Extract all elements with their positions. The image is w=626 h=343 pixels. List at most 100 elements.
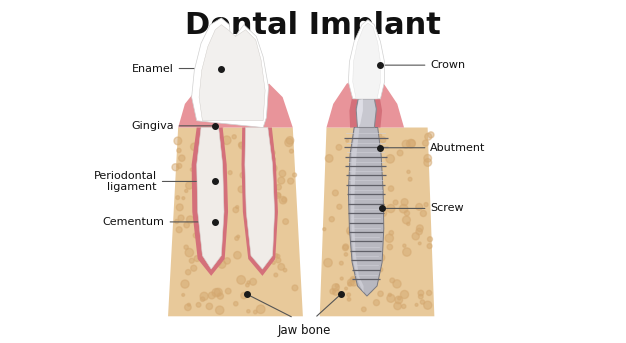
Circle shape <box>228 171 232 175</box>
Circle shape <box>235 236 239 240</box>
Text: Gingiva: Gingiva <box>131 121 174 131</box>
Circle shape <box>206 303 213 309</box>
Circle shape <box>241 292 247 299</box>
Circle shape <box>211 176 218 183</box>
Circle shape <box>202 137 207 142</box>
Circle shape <box>225 288 231 294</box>
Circle shape <box>233 207 239 213</box>
Circle shape <box>217 176 219 179</box>
Polygon shape <box>168 128 303 316</box>
Circle shape <box>246 146 249 150</box>
Circle shape <box>283 219 289 224</box>
Circle shape <box>403 216 411 224</box>
Text: Crown: Crown <box>430 60 466 70</box>
Circle shape <box>385 234 394 243</box>
Polygon shape <box>220 91 247 128</box>
Circle shape <box>248 179 257 188</box>
Circle shape <box>395 296 403 304</box>
Polygon shape <box>327 73 404 128</box>
Circle shape <box>279 170 285 177</box>
Circle shape <box>254 175 259 179</box>
Circle shape <box>200 292 208 300</box>
Polygon shape <box>351 128 364 293</box>
Circle shape <box>182 197 185 200</box>
Circle shape <box>182 294 185 296</box>
Text: Abutment: Abutment <box>430 143 486 153</box>
Circle shape <box>268 193 275 200</box>
Circle shape <box>209 251 216 258</box>
Text: Enamel: Enamel <box>132 63 174 73</box>
Circle shape <box>178 155 185 161</box>
Circle shape <box>393 280 401 288</box>
Polygon shape <box>349 128 384 296</box>
Circle shape <box>279 197 287 204</box>
Circle shape <box>387 244 393 250</box>
Circle shape <box>239 142 244 147</box>
Circle shape <box>237 235 240 238</box>
Circle shape <box>402 304 406 308</box>
Circle shape <box>276 258 281 263</box>
Circle shape <box>359 205 364 210</box>
Polygon shape <box>199 25 265 121</box>
Circle shape <box>177 164 182 168</box>
Circle shape <box>379 134 382 137</box>
Circle shape <box>394 302 401 310</box>
Circle shape <box>278 177 285 184</box>
Circle shape <box>289 149 294 153</box>
Circle shape <box>292 285 298 291</box>
Circle shape <box>345 287 347 290</box>
Circle shape <box>390 278 394 283</box>
Circle shape <box>399 204 408 213</box>
Circle shape <box>239 142 246 149</box>
Circle shape <box>193 175 200 182</box>
Circle shape <box>367 288 372 292</box>
Circle shape <box>277 193 280 197</box>
Circle shape <box>355 189 362 197</box>
Circle shape <box>212 288 220 297</box>
Circle shape <box>393 200 398 205</box>
Circle shape <box>340 277 343 280</box>
Circle shape <box>273 158 275 161</box>
Circle shape <box>237 276 245 284</box>
Circle shape <box>427 244 432 249</box>
Circle shape <box>332 284 339 291</box>
Circle shape <box>262 167 266 172</box>
Circle shape <box>243 142 249 148</box>
Circle shape <box>378 268 382 272</box>
Circle shape <box>388 293 391 296</box>
Circle shape <box>270 151 275 155</box>
Circle shape <box>402 140 410 148</box>
Circle shape <box>373 251 379 258</box>
Circle shape <box>194 256 200 261</box>
Circle shape <box>359 164 368 173</box>
Circle shape <box>186 182 193 189</box>
Circle shape <box>176 227 182 233</box>
Circle shape <box>388 186 394 191</box>
Circle shape <box>387 204 395 213</box>
Circle shape <box>365 287 368 291</box>
Circle shape <box>401 199 408 205</box>
Circle shape <box>389 230 394 235</box>
Circle shape <box>206 233 209 236</box>
Circle shape <box>276 185 282 190</box>
Circle shape <box>407 170 410 174</box>
Circle shape <box>232 135 236 139</box>
Circle shape <box>247 236 251 240</box>
Circle shape <box>210 217 217 224</box>
Circle shape <box>416 228 423 235</box>
Circle shape <box>326 155 333 162</box>
Circle shape <box>249 252 252 255</box>
Circle shape <box>217 293 223 299</box>
Circle shape <box>203 222 208 226</box>
Circle shape <box>368 149 372 154</box>
Circle shape <box>347 293 351 297</box>
Circle shape <box>346 140 349 142</box>
Circle shape <box>233 251 241 259</box>
Polygon shape <box>244 84 293 128</box>
Circle shape <box>408 177 412 181</box>
Circle shape <box>265 141 273 149</box>
Circle shape <box>376 170 381 176</box>
Circle shape <box>376 163 380 168</box>
Circle shape <box>426 291 432 295</box>
Circle shape <box>269 152 274 156</box>
